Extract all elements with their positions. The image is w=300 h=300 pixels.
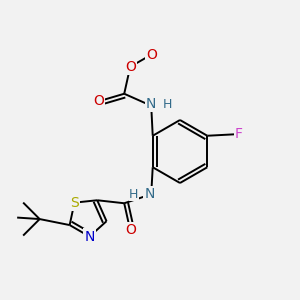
Text: N: N [146, 97, 156, 111]
Text: H: H [163, 98, 172, 111]
Text: O: O [146, 48, 157, 62]
Text: O: O [125, 60, 136, 74]
Text: H: H [129, 188, 139, 201]
Text: O: O [125, 223, 136, 237]
Text: F: F [235, 127, 243, 141]
Text: S: S [70, 196, 79, 210]
Text: O: O [93, 94, 104, 108]
Text: N: N [84, 230, 95, 244]
Text: N: N [145, 187, 155, 201]
